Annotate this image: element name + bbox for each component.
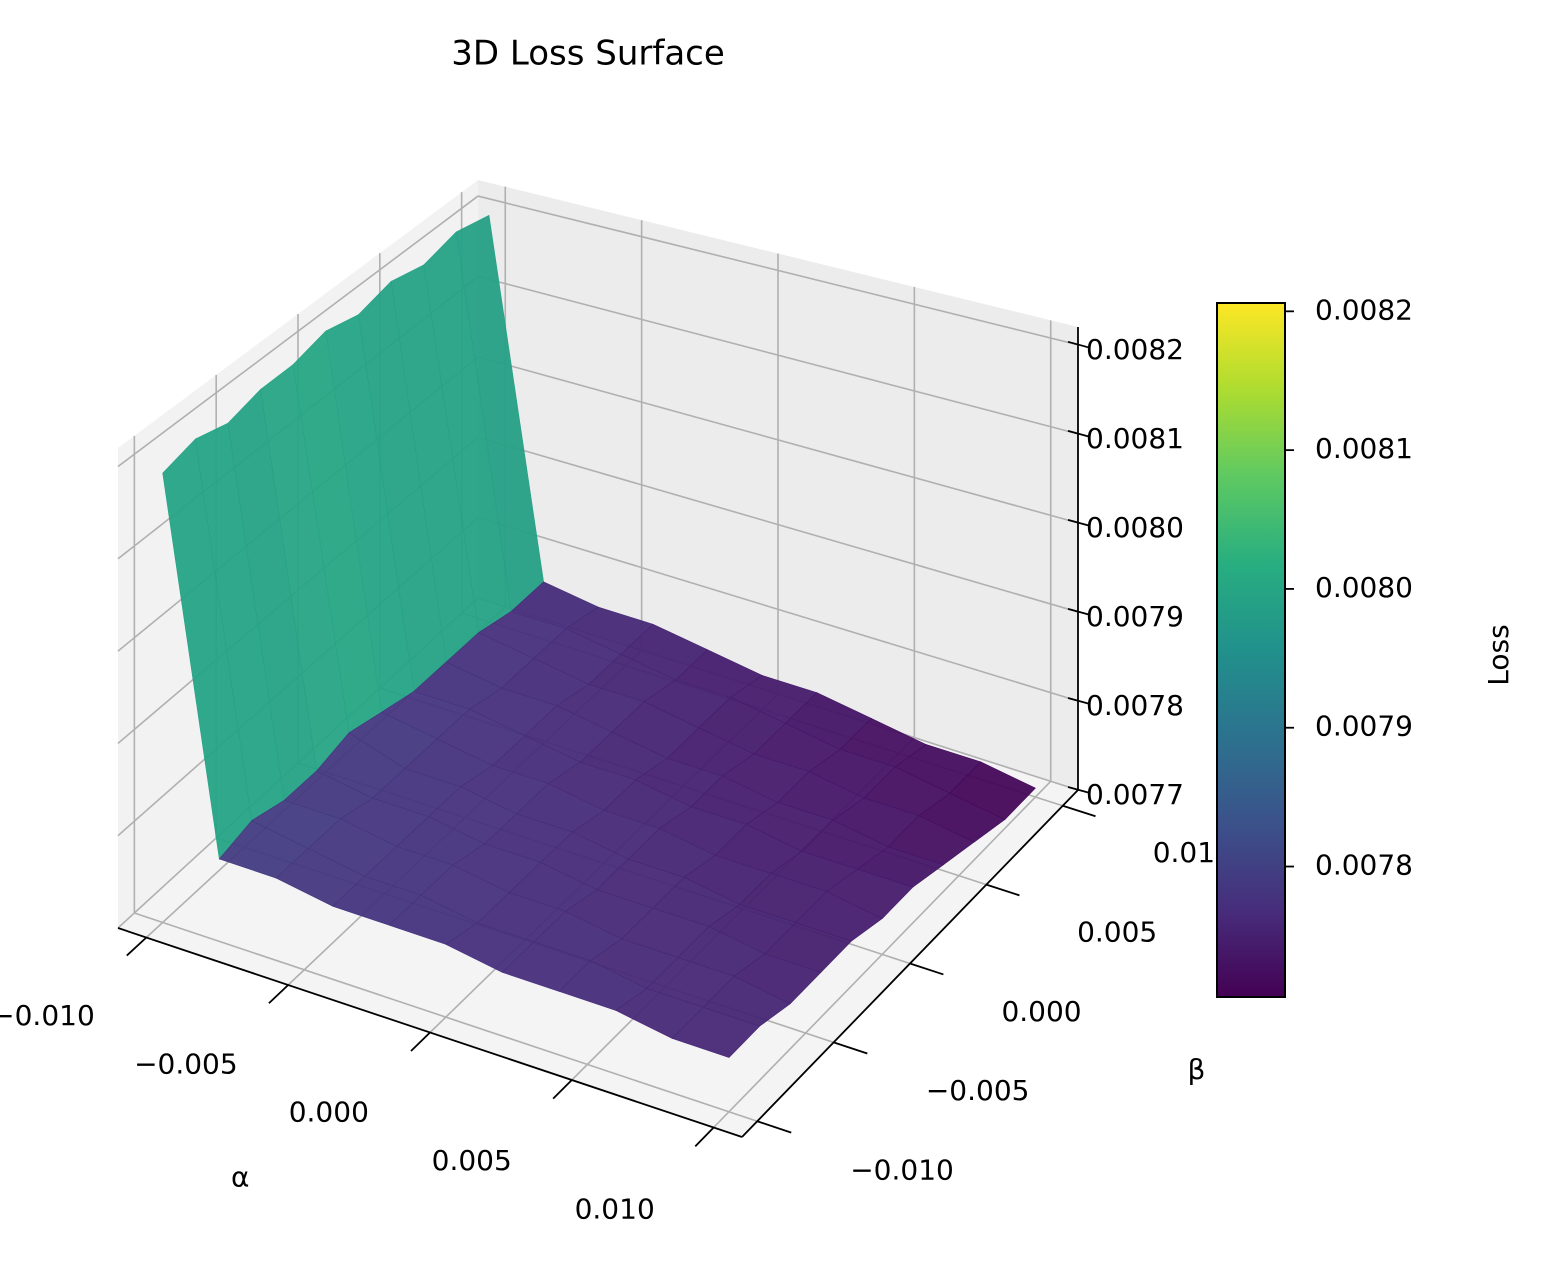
colorbar-tick-label: 0.0082 <box>1315 293 1413 326</box>
y-tick-label: −0.005 <box>926 1074 1030 1107</box>
x-tick <box>552 1079 573 1100</box>
grid-line <box>477 195 1079 346</box>
x-tick <box>410 1031 431 1052</box>
x-tick-label: 0.000 <box>289 1096 369 1129</box>
z-tick-label: 0.0082 <box>1086 333 1184 366</box>
colorbar-tick-label: 0.0081 <box>1315 432 1413 465</box>
grid-line <box>477 436 1079 613</box>
y-tick <box>1062 804 1096 818</box>
z-tick <box>1067 340 1091 349</box>
x-tick <box>268 984 289 1004</box>
z-tick <box>1067 786 1091 794</box>
y-tick <box>986 883 1020 897</box>
x-axis-label: α <box>231 1161 249 1194</box>
x-tick-label: −0.010 <box>0 999 95 1032</box>
surface-patch <box>671 1006 761 1058</box>
y-tick <box>756 1120 792 1134</box>
colorbar-tick-label: 0.0079 <box>1315 710 1413 743</box>
x-tick <box>126 936 147 957</box>
colorbar-label: Loss <box>1482 624 1515 685</box>
z-tick <box>1067 429 1091 438</box>
y-tick-label: 0.000 <box>1001 995 1081 1028</box>
z-tick <box>1067 697 1091 705</box>
x-tick-label: 0.010 <box>575 1192 655 1225</box>
chart-title: 3D Loss Surface <box>451 34 725 74</box>
y-tick <box>909 962 944 976</box>
y-tick-label: −0.010 <box>850 1154 954 1187</box>
z-tick <box>1067 608 1091 616</box>
z-tick-label: 0.0080 <box>1086 511 1184 544</box>
z-tick-label: 0.0078 <box>1086 689 1184 722</box>
x-tick-label: −0.005 <box>134 1047 238 1080</box>
colorbar-tick-label: 0.0080 <box>1315 571 1413 604</box>
grid-line <box>134 912 758 1122</box>
grid-line <box>477 356 1079 524</box>
z-tick-label: 0.0077 <box>1086 778 1184 811</box>
plot-area: −0.010 −0.005 0.000 0.005 0.010 −0.010 −0.005 0… <box>0 180 1286 1225</box>
x-tick-label: 0.005 <box>432 1144 512 1177</box>
colorbar-tick-label: 0.0078 <box>1315 849 1413 882</box>
x-tick <box>694 1126 715 1148</box>
colorbar-gradient <box>1216 302 1286 998</box>
z-tick-label: 0.0079 <box>1086 600 1184 633</box>
y-axis-label: β <box>1188 1053 1206 1086</box>
z-tick <box>1067 519 1091 527</box>
z-tick-label: 0.0081 <box>1086 422 1184 455</box>
grid-line <box>117 195 479 468</box>
y-tick-label: 0.005 <box>1077 915 1157 948</box>
grid-line <box>477 516 1079 702</box>
grid-line <box>477 275 1079 435</box>
colorbar: 0.0078 0.0079 0.0080 0.0081 0.0082 Loss <box>1216 293 1515 998</box>
y-tick <box>833 1041 868 1055</box>
